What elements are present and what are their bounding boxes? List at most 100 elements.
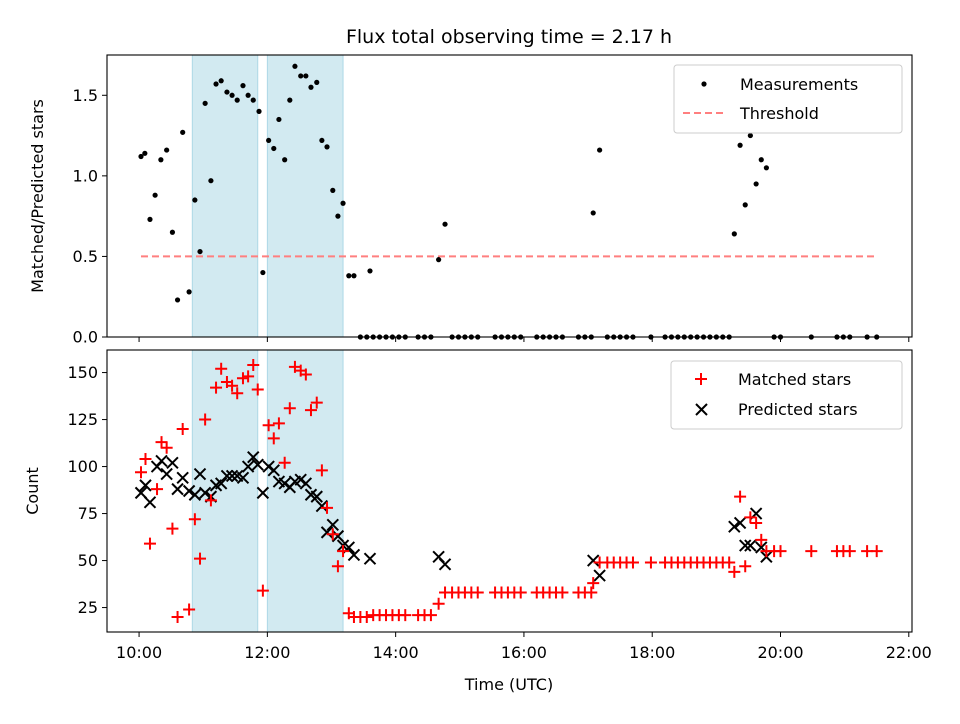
predicted-stars-points [134,450,773,582]
matched-star-marker [734,490,747,503]
matched-star-marker [299,368,312,381]
matched-star-marker [247,359,260,372]
matched-star-marker [199,413,212,426]
predicted-star-marker [586,554,600,567]
predicted-star-marker [310,490,323,503]
predicted-star-marker [188,488,202,501]
x-tick-label: 20:00 [757,643,803,662]
predicted-star-marker [728,520,741,533]
matched-star-marker [139,453,152,466]
matched-star-marker [204,494,217,507]
x-axis-label: Time (UTC) [464,675,553,694]
y-tick-label: 1.0 [73,166,98,185]
measurement-point [292,63,298,69]
measurement-point [192,197,198,203]
measurement-point [763,165,769,171]
ratio-panel: 0.0 0.5 1.0 1.5 Matched/Predicted stars Mea… [28,54,913,347]
chart-title: Flux total observing time = 2.17 h [346,26,672,48]
predicted-star-marker [363,552,377,565]
matched-star-marker [160,441,173,454]
ratio-y-axis-label: Matched/Predicted stars [28,99,47,293]
y-tick-label: 50 [78,551,98,570]
measurement-point [240,83,246,89]
measurement-point [442,221,448,227]
ratio-legend-box [673,64,903,134]
matched-star-marker [155,436,168,449]
measurement-point [330,187,336,193]
predicted-star-marker [193,467,207,481]
matched-star-marker [272,417,285,430]
matched-star-marker [432,597,445,610]
matched-star-marker [774,545,787,558]
matched-star-marker [188,513,201,526]
measurement-point [213,81,219,87]
predicted-star-marker [256,486,270,500]
legend-measurements-marker [701,81,707,87]
observing-window-2 [266,54,344,338]
matched-star-marker [267,432,280,445]
measurement-point [324,144,330,150]
measurement-point [245,92,251,98]
measurement-point [138,153,144,160]
matched-star-marker [262,419,275,432]
matched-star-marker [278,456,291,469]
matched-star-marker [331,560,344,573]
predicted-star-marker [225,469,239,483]
predicted-star-marker [593,569,606,582]
predicted-star-marker [251,458,264,471]
predicted-star-marker [139,479,152,492]
measurement-point [250,97,256,103]
legend-matched-marker [695,373,707,385]
matched-star-marker [194,552,207,565]
predicted-star-marker [315,499,329,513]
predicted-star-marker [267,464,280,477]
matched-star-marker [304,404,317,417]
matched-star-marker [166,522,179,535]
measurement-point [303,73,309,79]
measurement-point [224,89,230,95]
y-tick-label: 100 [67,457,98,476]
measurement-point [197,248,203,255]
matched-star-marker [256,584,269,597]
matched-stars-points [134,359,883,623]
x-tick-label: 12:00 [244,643,290,662]
predicted-star-marker [347,548,361,562]
predicted-star-marker [176,471,189,485]
legend-measurements-label: Measurements [740,75,858,94]
legend-matched-label: Matched stars [738,370,851,389]
measurement-point [276,116,282,123]
ratio-panel-frame [106,54,913,338]
matched-star-marker [626,556,639,569]
matched-star-marker [151,483,164,496]
matched-star-marker [728,565,741,578]
predicted-star-marker [320,526,334,539]
predicted-star-marker [134,486,148,500]
matched-star-marker [744,511,757,524]
measurement-point [271,145,277,152]
matched-star-marker [183,603,196,616]
measurement-point [218,78,224,84]
predicted-star-marker [171,482,184,496]
measurement-point [152,192,158,198]
matched-star-marker [215,362,228,375]
ratio-y-ticks: 0.0 0.5 1.0 1.5 [73,86,107,347]
matched-star-marker [399,609,412,622]
measurement-point [737,142,743,148]
predicted-star-marker [739,539,752,552]
count-x-ticks: 10:00 12:00 14:00 16:00 18:00 20:00 22:00 [116,632,932,662]
matched-star-marker [424,609,437,622]
measurement-point [174,297,181,303]
measurement-point [758,157,764,163]
measurement-point [346,273,352,279]
measurement-point [202,100,208,106]
y-tick-label: 150 [67,363,98,382]
x-tick-label: 16:00 [501,643,547,662]
measurement-point [340,200,346,206]
predicted-star-marker [182,484,196,498]
y-tick-label: 25 [78,598,98,617]
matched-star-marker [226,379,239,392]
count-panel: 25 50 75 100 125 150 10:00 12:00 14:00 16:00 18:0… [23,349,932,694]
x-tick-label: 10:00 [116,643,162,662]
x-tick-label: 18:00 [629,643,675,662]
